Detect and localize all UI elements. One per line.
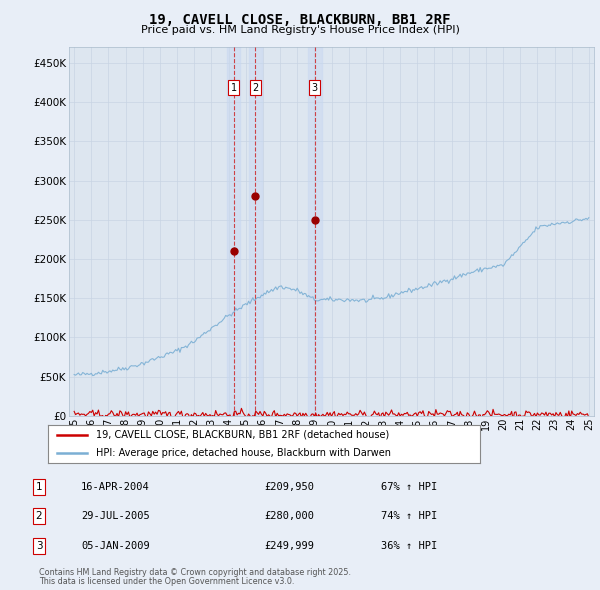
Text: 36% ↑ HPI: 36% ↑ HPI — [381, 541, 437, 550]
Text: 1: 1 — [35, 482, 43, 491]
Text: Contains HM Land Registry data © Crown copyright and database right 2025.: Contains HM Land Registry data © Crown c… — [39, 568, 351, 577]
Text: 19, CAVELL CLOSE, BLACKBURN, BB1 2RF: 19, CAVELL CLOSE, BLACKBURN, BB1 2RF — [149, 13, 451, 27]
Text: 74% ↑ HPI: 74% ↑ HPI — [381, 512, 437, 521]
Text: £280,000: £280,000 — [264, 512, 314, 521]
Text: 2: 2 — [253, 83, 259, 93]
Text: £209,950: £209,950 — [264, 482, 314, 491]
Text: 16-APR-2004: 16-APR-2004 — [81, 482, 150, 491]
Text: 2: 2 — [35, 512, 43, 521]
Text: 3: 3 — [35, 541, 43, 550]
Text: 3: 3 — [311, 83, 318, 93]
Text: 67% ↑ HPI: 67% ↑ HPI — [381, 482, 437, 491]
Text: 19, CAVELL CLOSE, BLACKBURN, BB1 2RF (detached house): 19, CAVELL CLOSE, BLACKBURN, BB1 2RF (de… — [95, 430, 389, 440]
Bar — [308, 47, 322, 416]
Bar — [248, 47, 262, 416]
Text: Price paid vs. HM Land Registry's House Price Index (HPI): Price paid vs. HM Land Registry's House … — [140, 25, 460, 35]
Text: HPI: Average price, detached house, Blackburn with Darwen: HPI: Average price, detached house, Blac… — [95, 448, 391, 458]
Text: £249,999: £249,999 — [264, 541, 314, 550]
Text: 29-JUL-2005: 29-JUL-2005 — [81, 512, 150, 521]
Text: This data is licensed under the Open Government Licence v3.0.: This data is licensed under the Open Gov… — [39, 577, 295, 586]
Text: 05-JAN-2009: 05-JAN-2009 — [81, 541, 150, 550]
Text: 1: 1 — [230, 83, 236, 93]
Bar — [227, 47, 241, 416]
